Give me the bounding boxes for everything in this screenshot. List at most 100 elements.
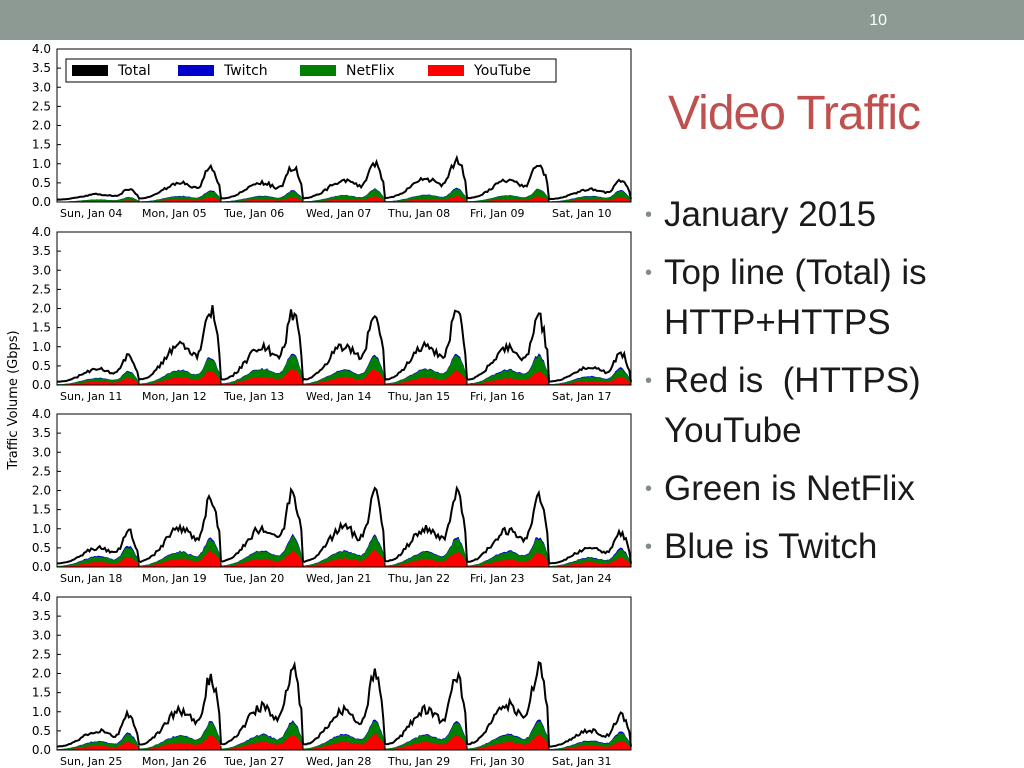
netflix-area <box>57 354 631 385</box>
y-tick-label: 4.0 <box>32 407 51 421</box>
y-tick-label: 0.0 <box>32 195 51 209</box>
y-tick-label: 3.0 <box>32 445 51 459</box>
youtube-area <box>57 368 631 385</box>
page-number: 10 <box>869 12 887 29</box>
x-tick-label: Fri, Jan 30 <box>470 755 525 768</box>
y-tick-label: 3.5 <box>32 61 51 75</box>
x-tick-label: Thu, Jan 08 <box>387 207 450 220</box>
x-tick-label: Sat, Jan 10 <box>552 207 611 220</box>
bullet-dot-icon: • <box>645 536 653 558</box>
x-tick-label: Sun, Jan 25 <box>60 755 122 768</box>
y-tick-label: 2.0 <box>32 667 51 681</box>
bullet-list: • January 2015 • Top line (Total) is HTTP+… <box>640 190 1024 580</box>
legend-label-youtube: YouTube <box>473 63 531 79</box>
total-line <box>56 660 632 748</box>
chart-legend: Total Twitch NetFlix YouTube <box>65 58 557 83</box>
y-tick-label: 3.0 <box>32 263 51 277</box>
x-tick-label: Thu, Jan 15 <box>387 390 450 403</box>
x-tick-label: Sun, Jan 04 <box>60 207 122 220</box>
x-tick-label: Fri, Jan 23 <box>470 572 525 585</box>
y-tick-label: 1.5 <box>32 321 51 335</box>
y-tick-label: 0.0 <box>32 560 51 574</box>
y-tick-label: 1.0 <box>32 522 51 536</box>
y-tick-label: 0.5 <box>32 724 51 738</box>
bullet-dot-icon: • <box>645 478 653 500</box>
plot-frame <box>56 231 632 386</box>
y-tick-label: 3.0 <box>32 80 51 94</box>
total-line <box>57 485 632 565</box>
top-bar: 10 <box>0 0 1024 40</box>
y-tick-label: 4.0 <box>32 225 51 239</box>
x-tick-label: Fri, Jan 16 <box>470 390 525 403</box>
netflix-area <box>57 535 631 567</box>
x-tick-label: Mon, Jan 19 <box>142 572 207 585</box>
x-tick-label: Sat, Jan 31 <box>552 755 611 768</box>
bullet-item: • Top line (Total) is HTTP+HTTPS <box>640 248 1024 348</box>
y-tick-label: 1.0 <box>32 157 51 171</box>
y-tick-label: 3.0 <box>32 628 51 642</box>
x-tick-label: Tue, Jan 06 <box>223 207 284 220</box>
y-tick-label: 1.0 <box>32 340 51 354</box>
y-tick-label: 2.0 <box>32 302 51 316</box>
legend-swatch-youtube <box>428 65 464 76</box>
y-tick-label: 2.0 <box>32 119 51 133</box>
bullet-item: • Red is (HTTPS) YouTube <box>640 356 1024 456</box>
y-tick-label: 2.5 <box>32 282 51 296</box>
total-line <box>56 154 632 201</box>
y-tick-label: 2.5 <box>32 99 51 113</box>
youtube-area <box>57 195 631 202</box>
y-axis-label: Traffic Volume (Gbps) <box>6 330 21 470</box>
legend-label-total: Total <box>117 63 151 79</box>
chart-panel-4: 0.0 0.5 1.0 1.5 2.0 2.5 3.0 3.5 4.0 Sun, Jan 25 Mo… <box>32 590 632 768</box>
x-tick-label: Mon, Jan 12 <box>142 390 207 403</box>
netflix-area <box>57 721 631 750</box>
x-tick-label: Fri, Jan 09 <box>470 207 525 220</box>
x-tick-label: Wed, Jan 28 <box>306 755 371 768</box>
y-tick-label: 0.0 <box>32 743 51 757</box>
x-tick-label: Wed, Jan 14 <box>306 390 371 403</box>
x-tick-label: Tue, Jan 20 <box>223 572 284 585</box>
x-tick-label: Sun, Jan 18 <box>60 572 122 585</box>
y-tick-label: 4.0 <box>32 42 51 56</box>
x-tick-label: Wed, Jan 07 <box>306 207 371 220</box>
x-tick-label: Wed, Jan 21 <box>306 572 371 585</box>
traffic-charts: 0.0 0.5 1.0 1.5 2.0 2.5 3.0 3.5 4.0 Sun, Jan 04 Mo… <box>6 42 632 768</box>
legend-swatch-twitch <box>178 65 214 76</box>
bullet-dot-icon: • <box>645 370 653 392</box>
y-tick-label: 1.5 <box>32 503 51 517</box>
plot-frame <box>56 413 632 568</box>
y-tick-label: 3.5 <box>32 609 51 623</box>
x-tick-label: Tue, Jan 13 <box>223 390 284 403</box>
x-tick-label: Mon, Jan 05 <box>142 207 207 220</box>
netflix-area <box>57 188 631 202</box>
x-tick-label: Mon, Jan 26 <box>142 755 207 768</box>
slide-title: Video Traffic <box>668 87 921 140</box>
y-tick-label: 0.5 <box>32 176 51 190</box>
legend-label-netflix: NetFlix <box>346 63 395 79</box>
bullet-item: • Blue is Twitch <box>640 522 1024 572</box>
plot-frame <box>56 596 632 751</box>
chart-panel-2: 0.0 0.5 1.0 1.5 2.0 2.5 3.0 3.5 4.0 Sun, Jan 11 Mo… <box>32 225 632 403</box>
y-tick-label: 0.0 <box>32 378 51 392</box>
y-tick-label: 1.5 <box>32 138 51 152</box>
bullet-dot-icon: • <box>645 204 653 226</box>
legend-swatch-total <box>72 65 108 76</box>
x-tick-label: Tue, Jan 27 <box>223 755 284 768</box>
y-tick-label: 2.5 <box>32 464 51 478</box>
y-tick-label: 0.5 <box>32 541 51 555</box>
x-tick-label: Sat, Jan 24 <box>552 572 611 585</box>
chart-panel-1: 0.0 0.5 1.0 1.5 2.0 2.5 3.0 3.5 4.0 Sun, Jan 04 Mo… <box>32 42 632 220</box>
y-tick-label: 1.0 <box>32 705 51 719</box>
y-tick-label: 3.5 <box>32 426 51 440</box>
youtube-area <box>57 734 631 750</box>
y-tick-label: 0.5 <box>32 359 51 373</box>
legend-swatch-netflix <box>300 65 336 76</box>
x-tick-label: Sat, Jan 17 <box>552 390 611 403</box>
y-tick-label: 2.0 <box>32 484 51 498</box>
x-tick-label: Thu, Jan 29 <box>387 755 450 768</box>
legend-label-twitch: Twitch <box>223 63 268 79</box>
bullet-dot-icon: • <box>645 262 653 284</box>
bullet-item: • January 2015 <box>640 190 1024 240</box>
x-tick-label: Thu, Jan 22 <box>387 572 450 585</box>
y-tick-label: 1.5 <box>32 686 51 700</box>
